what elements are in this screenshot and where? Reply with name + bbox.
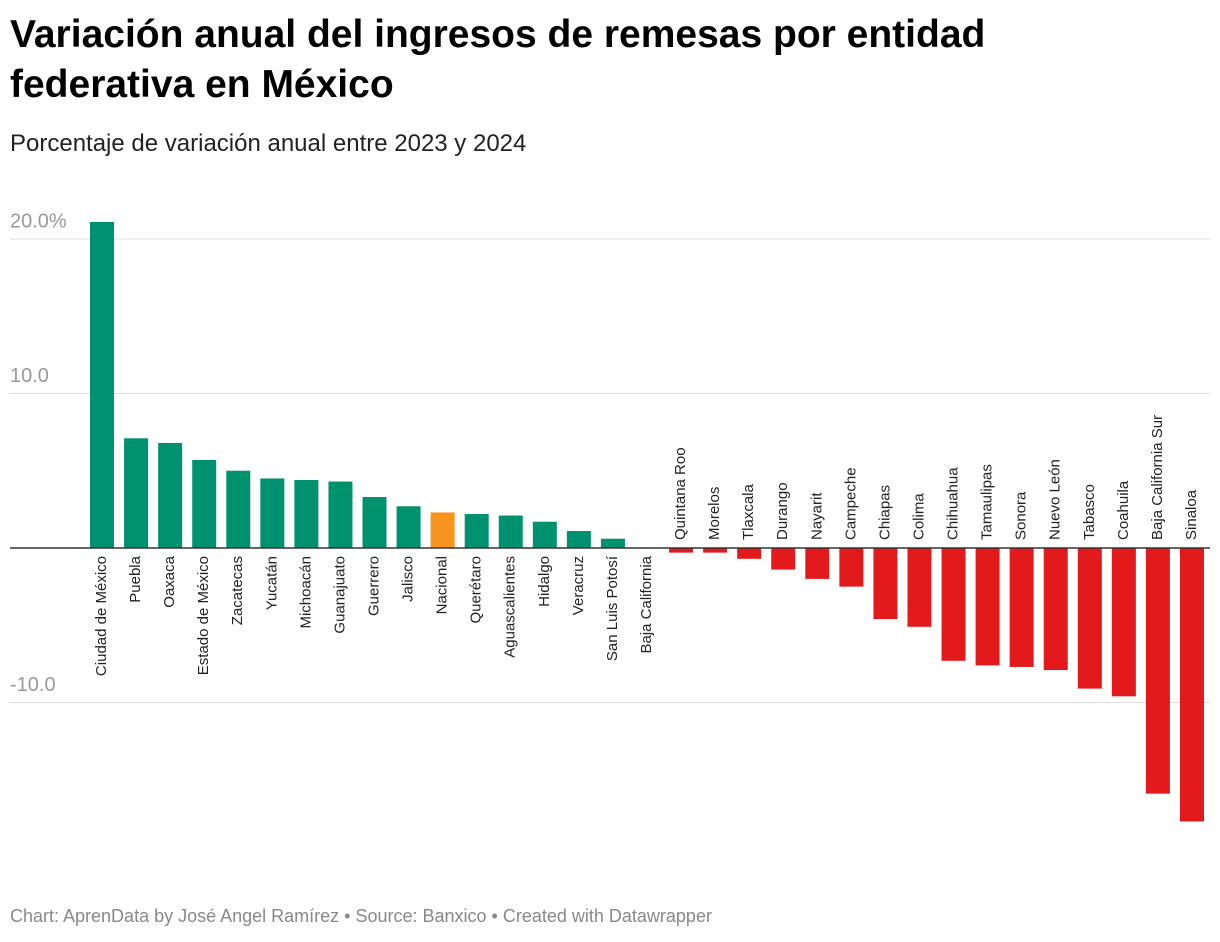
bar	[260, 478, 285, 548]
y-tick-label: -10.0	[10, 674, 56, 696]
x-tick-label: Tabasco	[1081, 484, 1098, 540]
bar	[124, 438, 149, 548]
x-tick-label: Baja California	[638, 555, 655, 653]
x-tick-label: Morelos	[706, 487, 723, 540]
x-tick-label: Nuevo León	[1047, 459, 1064, 540]
bar	[226, 470, 251, 548]
x-tick-label: Durango	[774, 482, 791, 540]
bar	[805, 547, 830, 579]
x-tick-label: Campeche	[842, 467, 859, 540]
x-tick-label: Chiapas	[876, 485, 893, 540]
y-tick-label: 10.0	[10, 365, 49, 387]
x-tick-label: Ciudad de México	[93, 556, 110, 676]
x-tick-label: Yucatán	[263, 556, 280, 610]
x-tick-label: Zacatecas	[229, 556, 246, 625]
x-tick-label: Michoacán	[297, 556, 314, 629]
bar	[941, 547, 966, 661]
x-tick-label: Veracruz	[570, 556, 587, 615]
bar	[464, 513, 489, 548]
bar	[1077, 547, 1102, 689]
x-tick-label: Guerrero	[365, 556, 382, 616]
x-tick-label: Nacional	[434, 556, 451, 614]
bar	[328, 481, 353, 548]
bar	[158, 442, 183, 548]
x-tick-label: Tlaxcala	[740, 483, 757, 540]
bar	[669, 547, 694, 553]
bar	[532, 521, 557, 548]
x-tick-label: Baja California Sur	[1149, 415, 1166, 540]
x-tick-label: Sinaloa	[1183, 489, 1200, 540]
bar	[975, 547, 1000, 666]
bar	[396, 506, 421, 548]
bar	[703, 547, 728, 553]
bar	[839, 547, 864, 587]
x-tick-label: Colima	[910, 493, 927, 540]
bar	[192, 459, 217, 548]
bar	[1043, 547, 1068, 671]
x-tick-label: Guanajuato	[331, 556, 348, 634]
x-tick-label: Nayarit	[808, 492, 825, 540]
chart-title: Variación anual del ingresos de remesas …	[10, 13, 986, 106]
x-tick-label: San Luis Potosí	[604, 555, 621, 661]
footer: Chart: AprenData by José Angel Ramírez •…	[10, 906, 712, 926]
x-tick-label: Puebla	[127, 555, 144, 602]
x-tick-label: Oaxaca	[161, 555, 178, 607]
x-tick-label: Chihuahua	[945, 467, 962, 540]
bar	[90, 221, 115, 548]
bar	[873, 547, 898, 620]
x-tick-label: Tamaulipas	[979, 464, 996, 540]
bar	[1145, 547, 1170, 794]
bar	[737, 547, 762, 559]
x-tick-label: Hidalgo	[536, 556, 553, 607]
x-tick-label: Aguascalientes	[502, 556, 519, 658]
bar	[566, 530, 591, 548]
x-tick-label: Sonora	[1013, 491, 1030, 540]
bar	[430, 512, 455, 548]
x-tick-label: Jalisco	[400, 556, 417, 602]
bar	[1009, 547, 1034, 667]
bar	[1179, 547, 1204, 822]
chart-subtitle: Porcentaje de variación anual entre 2023…	[10, 130, 527, 157]
bar	[600, 538, 625, 548]
bar	[907, 547, 932, 627]
bar	[362, 497, 387, 548]
x-tick-label: Estado de México	[195, 556, 212, 675]
bar	[1111, 547, 1136, 697]
x-tick-label: Quintana Roo	[672, 447, 689, 540]
x-tick-label: Coahuila	[1115, 480, 1132, 540]
x-tick-label: Querétaro	[468, 556, 485, 624]
y-tick-label: 20.0%	[10, 210, 67, 232]
bar	[771, 547, 796, 570]
bar	[498, 515, 523, 548]
bar	[294, 480, 319, 548]
